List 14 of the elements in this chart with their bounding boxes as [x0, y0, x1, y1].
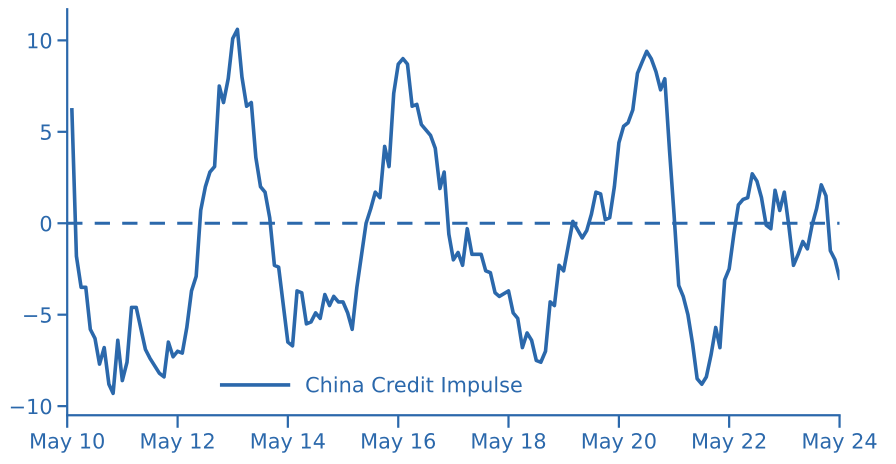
- x-tick-label: May 14: [252, 433, 325, 453]
- x-tick-label: May 24: [803, 433, 876, 453]
- legend-label: China Credit Impulse: [306, 376, 522, 397]
- x-tick-label: May 20: [582, 433, 656, 453]
- y-tick-label: −10: [10, 398, 52, 414]
- x-tick-label: May 16: [362, 433, 436, 453]
- x-tick-label: May 18: [472, 433, 546, 453]
- y-tick-label: 0: [40, 216, 52, 232]
- y-tick-label: 5: [40, 124, 51, 140]
- y-tick-label: 10: [28, 32, 52, 49]
- x-tick-label: May 12: [142, 433, 214, 453]
- x-tick-label: May 10: [31, 433, 104, 453]
- y-tick-label: −5: [24, 307, 51, 323]
- x-tick-label: May 22: [693, 433, 766, 453]
